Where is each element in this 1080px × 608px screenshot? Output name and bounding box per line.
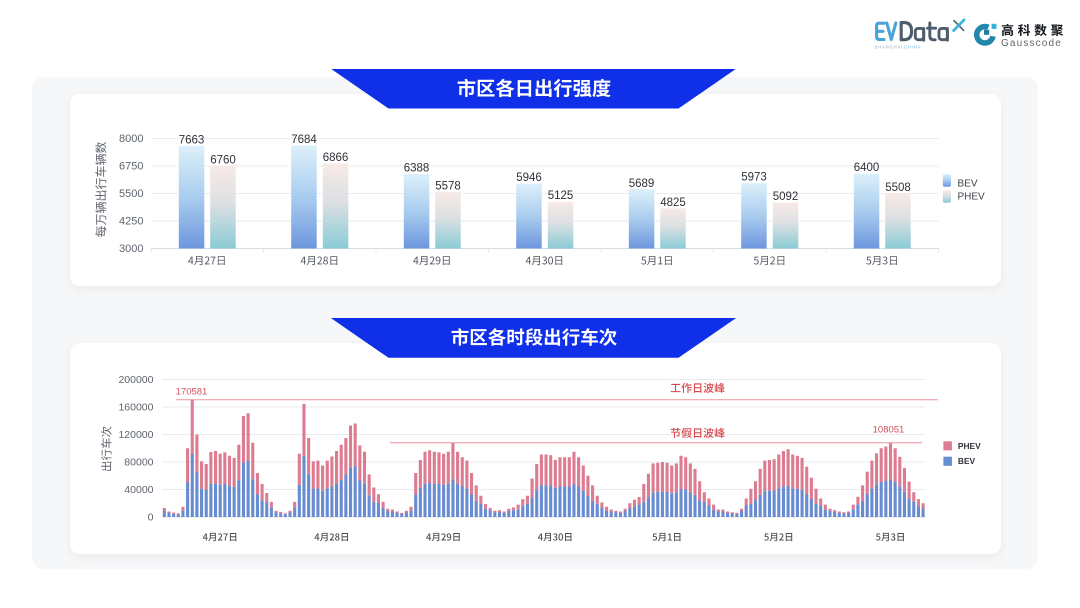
svg-text:170581: 170581 [176, 387, 208, 398]
svg-text:5508: 5508 [885, 182, 911, 194]
svg-text:5946: 5946 [516, 172, 542, 184]
svg-text:3000: 3000 [119, 243, 143, 255]
svg-text:4250: 4250 [119, 216, 143, 228]
svg-text:0: 0 [148, 511, 154, 523]
svg-text:6760: 6760 [210, 154, 236, 166]
svg-text:5689: 5689 [629, 178, 655, 190]
svg-text:120000: 120000 [118, 429, 153, 441]
svg-text:8000: 8000 [119, 133, 143, 145]
svg-text:SHANGHAI: SHANGHAI [875, 44, 904, 49]
svg-text:5578: 5578 [435, 180, 461, 192]
svg-text:PHEV: PHEV [958, 192, 986, 203]
svg-text:7684: 7684 [291, 134, 317, 146]
svg-text:5125: 5125 [548, 190, 574, 202]
svg-text:200000: 200000 [118, 374, 153, 386]
svg-text:40000: 40000 [124, 484, 153, 496]
svg-text:6400: 6400 [854, 162, 880, 174]
svg-text:6750: 6750 [119, 161, 143, 173]
svg-text:5500: 5500 [119, 188, 143, 200]
svg-text:80000: 80000 [124, 456, 153, 468]
svg-text:6388: 6388 [404, 163, 430, 175]
svg-text:Gausscode: Gausscode [1001, 38, 1062, 49]
svg-text:6866: 6866 [323, 152, 349, 164]
svg-text:4825: 4825 [660, 197, 686, 209]
svg-text:CHINA: CHINA [904, 44, 921, 49]
svg-text:160000: 160000 [118, 401, 153, 413]
svg-text:108051: 108051 [873, 425, 905, 436]
svg-text:BEV: BEV [958, 456, 976, 466]
svg-text:PHEV: PHEV [958, 441, 981, 451]
svg-text:7663: 7663 [179, 134, 205, 146]
svg-text:5092: 5092 [773, 191, 799, 203]
svg-text:5973: 5973 [741, 172, 767, 184]
svg-text:BEV: BEV [958, 179, 978, 190]
